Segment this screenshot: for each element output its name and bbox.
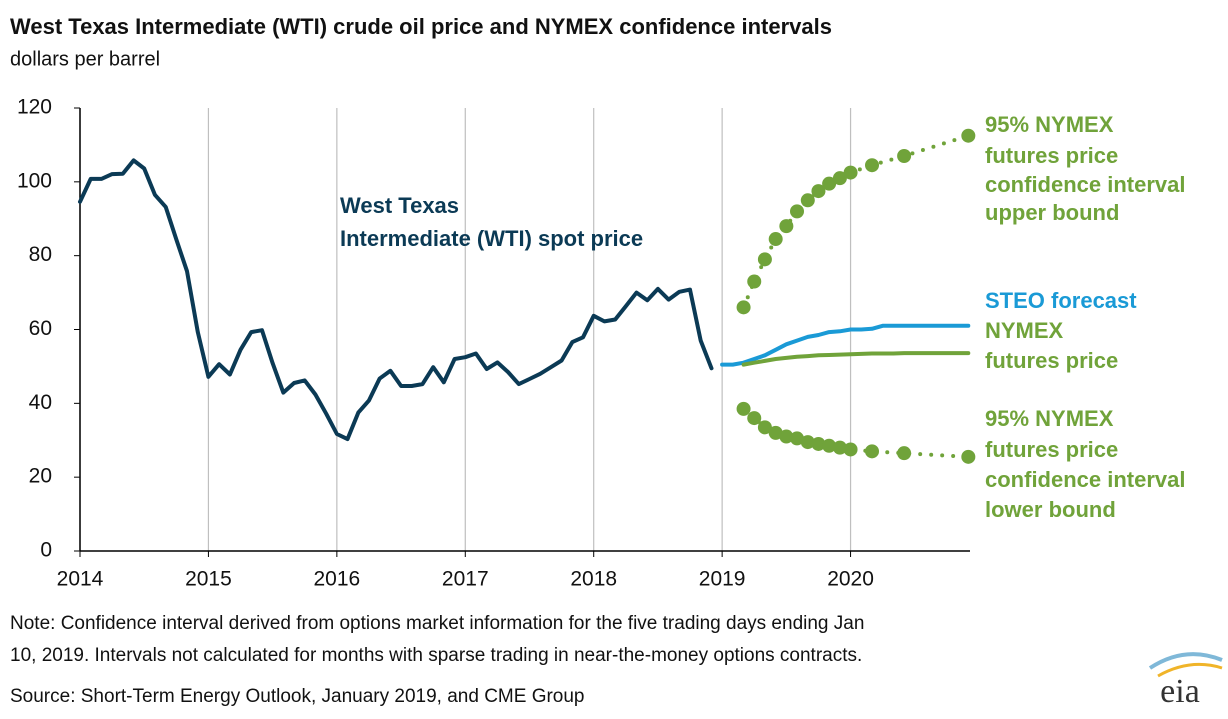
logo-swoosh xyxy=(1157,662,1223,678)
note: 10, 2019. Intervals not calculated for m… xyxy=(10,645,862,666)
y-tick-label: 100 xyxy=(17,169,52,192)
series-marker xyxy=(822,438,837,453)
series-line xyxy=(720,323,971,367)
series-marker xyxy=(961,449,976,464)
plot-area xyxy=(78,128,976,464)
source: Source: Short-Term Energy Outlook, Janua… xyxy=(10,686,585,707)
series-marker xyxy=(757,420,772,435)
x-tick-label: 2019 xyxy=(699,568,746,591)
y-tick-label: 60 xyxy=(29,317,52,340)
series-marker xyxy=(897,446,912,461)
series-marker xyxy=(757,252,772,267)
series-marker xyxy=(768,232,783,247)
x-tick-label: 2015 xyxy=(185,568,232,591)
series-marker xyxy=(832,171,847,186)
logo: eia xyxy=(1160,673,1200,710)
x-tick-label: 2020 xyxy=(827,568,874,591)
annotation: 95% NYMEX xyxy=(985,112,1114,137)
chart-title: West Texas Intermediate (WTI) crude oil … xyxy=(10,14,832,39)
series-marker xyxy=(800,435,815,450)
x-tick-label: 2018 xyxy=(570,568,617,591)
series-marker xyxy=(897,148,912,163)
series-marker xyxy=(843,442,858,457)
series-marker xyxy=(865,158,880,173)
series-marker xyxy=(843,165,858,180)
series-marker xyxy=(832,440,847,455)
series-marker xyxy=(747,274,762,289)
series-marker xyxy=(768,425,783,440)
y-tick-label: 20 xyxy=(29,465,52,488)
x-tick-label: 2014 xyxy=(57,568,104,591)
annotation: lower bound xyxy=(985,497,1116,522)
y-tick-label: 0 xyxy=(40,539,52,562)
series-marker xyxy=(822,176,837,191)
series-marker xyxy=(811,184,826,199)
series-marker xyxy=(811,436,826,451)
series-marker xyxy=(736,300,751,315)
chart-subtitle: dollars per barrel xyxy=(10,48,160,70)
series-marker xyxy=(961,128,976,143)
series-line xyxy=(78,158,714,442)
series-marker xyxy=(747,411,762,426)
note: Note: Confidence interval derived from o… xyxy=(10,613,864,634)
series-marker xyxy=(736,401,751,416)
series-line xyxy=(741,351,971,367)
annotation: futures price xyxy=(985,348,1118,373)
annotation: 95% NYMEX xyxy=(985,406,1114,431)
series-marker xyxy=(790,204,805,219)
series-marker xyxy=(779,429,794,444)
x-tick-label: 2017 xyxy=(442,568,489,591)
series-marker xyxy=(865,444,880,459)
annotation: futures price xyxy=(985,437,1118,462)
y-tick-label: 120 xyxy=(17,96,52,119)
y-tick-label: 80 xyxy=(29,243,52,266)
annotation: STEO forecast xyxy=(985,288,1137,313)
annotation: West Texas xyxy=(340,193,459,218)
annotation: NYMEX xyxy=(985,318,1064,343)
labels: 0 20 40 60 80 100 120 2014 2015 2016 2017 2018 2019 2… xyxy=(17,96,1186,591)
series-marker xyxy=(800,193,815,208)
annotation: confidence interval xyxy=(985,467,1186,492)
logo-swoosh xyxy=(1148,652,1223,670)
y-tick-label: 40 xyxy=(29,391,52,414)
series-marker xyxy=(779,219,794,234)
x-tick-label: 2016 xyxy=(313,568,360,591)
series-marker xyxy=(790,431,805,446)
annotation: confidence interval xyxy=(985,172,1186,197)
annotation: upper bound xyxy=(985,200,1119,225)
annotation: Intermediate (WTI) spot price xyxy=(340,226,643,251)
annotation: futures price xyxy=(985,143,1118,168)
